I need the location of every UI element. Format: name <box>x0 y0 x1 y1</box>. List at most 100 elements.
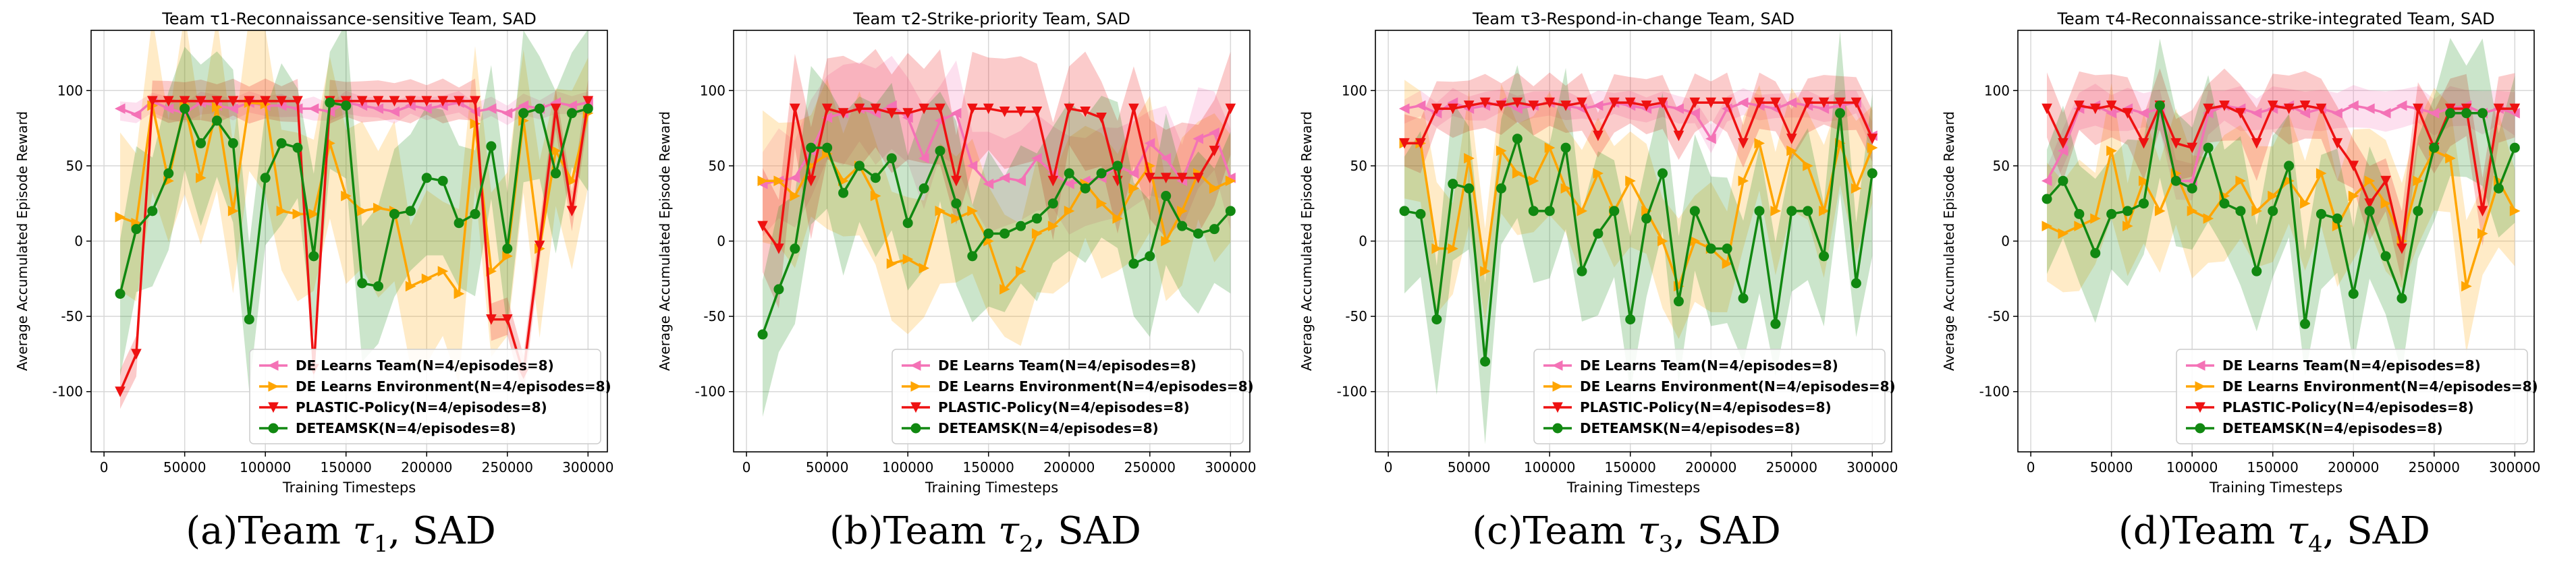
data-point <box>147 96 158 107</box>
data-point <box>935 146 946 156</box>
data-point <box>2299 100 2311 111</box>
data-point <box>114 103 126 114</box>
data-point <box>2332 138 2343 149</box>
x-tick-label: 0 <box>2027 459 2035 475</box>
data-point <box>1448 243 1458 254</box>
x-tick-label: 150000 <box>963 459 1014 475</box>
data-point <box>2477 206 2488 216</box>
plot-area <box>757 49 1236 417</box>
data-point <box>1431 243 1442 254</box>
legend-box <box>1533 349 1886 444</box>
data-point <box>1464 152 1475 164</box>
data-point <box>227 206 239 216</box>
data-point <box>551 168 561 179</box>
data-point <box>919 103 929 115</box>
data-point <box>2348 100 2359 111</box>
data-point <box>1641 100 1652 111</box>
data-point <box>757 329 768 340</box>
data-point <box>1577 97 1587 109</box>
data-point <box>211 96 223 107</box>
data-point <box>373 202 384 214</box>
data-point <box>1544 206 1555 216</box>
data-point <box>195 96 207 107</box>
data-point <box>1770 206 1781 216</box>
data-point <box>2315 103 2327 115</box>
data-point <box>1128 183 1139 194</box>
data-point <box>1624 97 1636 109</box>
band-1 <box>763 55 1231 237</box>
data-point <box>1754 206 1765 216</box>
legend-label: DE Learns Environment(N=4/episodes=8) <box>1580 378 1896 395</box>
data-point <box>1415 100 1426 111</box>
data-point <box>1625 314 1636 325</box>
plot-area <box>2041 38 2521 376</box>
data-point <box>2203 142 2214 153</box>
x-tick-label: 150000 <box>1605 459 1656 475</box>
data-point <box>389 96 400 107</box>
data-point <box>131 349 142 360</box>
data-point <box>341 190 352 202</box>
data-point <box>806 142 817 153</box>
data-point <box>1593 228 1604 239</box>
data-point <box>951 198 962 209</box>
data-point <box>115 386 126 397</box>
series-line-4 <box>761 146 1232 335</box>
data-point <box>518 108 529 119</box>
y-tick-label: -50 <box>703 308 725 324</box>
data-point <box>919 183 929 194</box>
data-point <box>757 221 768 232</box>
data-point <box>870 103 881 115</box>
data-point <box>292 96 303 107</box>
data-point <box>967 103 978 115</box>
data-point <box>2396 243 2407 254</box>
data-point <box>1657 235 1668 247</box>
y-axis-label: Average Accumulated Episode Reward <box>1941 111 1957 371</box>
legend-label: DE Learns Team(N=4/episodes=8) <box>2222 357 2481 374</box>
data-point <box>566 108 577 119</box>
data-point <box>1398 103 1410 114</box>
data-point <box>2219 198 2230 209</box>
legend-label: PLASTIC-Policy(N=4/episodes=8) <box>938 399 1190 415</box>
data-point <box>1160 173 1172 183</box>
data-point <box>356 96 368 107</box>
data-point <box>2413 206 2423 216</box>
data-point <box>227 96 239 107</box>
data-point <box>966 161 978 171</box>
x-tick-label: 200000 <box>2328 459 2379 475</box>
data-point <box>1015 175 1026 187</box>
chart-panel-4: 0 50000 100000 150000 200000 250000 300000 -100… <box>1941 9 2540 496</box>
data-point <box>967 251 978 262</box>
data-point <box>1851 97 1862 109</box>
chart-title: Team τ4-Reconnaissance-strike-integrated… <box>2056 9 2494 28</box>
data-point <box>1802 97 1813 109</box>
y-tick-label: 0 <box>717 233 725 250</box>
data-point <box>389 106 400 117</box>
data-point <box>1544 97 1555 109</box>
legend-marker <box>2194 360 2205 371</box>
x-tick-label: 50000 <box>1448 459 1491 475</box>
data-point <box>2413 103 2423 115</box>
data-point <box>1479 97 1491 109</box>
data-point <box>854 161 865 171</box>
data-point <box>2219 100 2230 111</box>
data-point <box>1064 168 1074 179</box>
data-point <box>485 103 497 114</box>
caption-a: (a)Team τ1, SAD <box>186 509 496 558</box>
data-point <box>1803 206 1813 216</box>
legend-marker <box>1552 423 1563 434</box>
legend-marker <box>267 360 279 371</box>
data-point <box>1786 97 1797 108</box>
data-point <box>1415 208 1426 219</box>
data-point <box>1803 161 1813 171</box>
legend-label: DE Learns Team(N=4/episodes=8) <box>296 357 554 374</box>
data-point <box>838 187 849 198</box>
data-point <box>870 190 881 202</box>
x-tick-label: 0 <box>1384 459 1393 475</box>
legend: DE Learns Team(N=4/episodes=8) DE Learns … <box>2176 349 2538 444</box>
legend-label: DE Learns Environment(N=4/episodes=8) <box>2222 378 2538 395</box>
data-point <box>115 289 126 299</box>
data-point <box>163 168 174 179</box>
data-point <box>1031 152 1042 164</box>
chart-title: Team τ2-Strike-priority Team, SAD <box>852 9 1130 28</box>
